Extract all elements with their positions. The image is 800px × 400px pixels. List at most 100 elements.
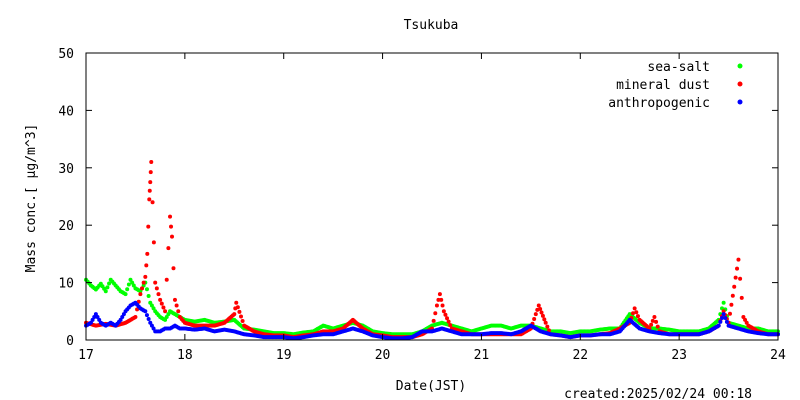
data-point (536, 303, 541, 308)
data-point (235, 305, 240, 310)
created-timestamp: created:2025/02/24 00:18 (564, 387, 752, 400)
data-point (448, 323, 453, 328)
x-tick-label: 20 (375, 348, 391, 363)
data-point (159, 301, 164, 306)
data-point (439, 297, 444, 302)
data-point (144, 313, 149, 318)
data-point (723, 315, 728, 320)
data-point (631, 311, 636, 316)
series-anthropogenic (84, 300, 780, 341)
data-point (174, 303, 179, 308)
data-point (158, 297, 163, 302)
series-mineral-dust (84, 160, 780, 340)
data-point (149, 160, 154, 165)
data-point (719, 315, 724, 320)
data-point (655, 324, 660, 329)
data-point (532, 316, 537, 321)
data-point (434, 303, 439, 308)
data-point (721, 300, 726, 305)
data-point (724, 319, 729, 324)
data-point (103, 289, 108, 294)
legend-marker (737, 99, 743, 105)
data-point (146, 224, 151, 229)
data-point (538, 307, 543, 312)
y-axis: 0 10 20 30 40 50 (58, 47, 778, 349)
x-tick-label: 17 (78, 348, 94, 363)
data-point (445, 316, 450, 321)
legend-label: mineral dust (616, 78, 710, 93)
y-tick-label: 30 (58, 162, 74, 177)
y-tick-label: 40 (58, 104, 74, 119)
data-point (431, 318, 436, 323)
data-point (545, 324, 550, 329)
data-point (144, 263, 149, 268)
data-point (138, 292, 143, 297)
data-point (240, 319, 245, 324)
data-point (635, 314, 640, 319)
data-point (147, 188, 152, 193)
legend-marker (737, 63, 743, 69)
data-point (145, 251, 150, 256)
data-point (730, 293, 735, 298)
data-point (148, 180, 153, 185)
data-point (735, 266, 740, 271)
y-tick-label: 10 (58, 277, 74, 292)
data-point (148, 170, 153, 175)
data-point (166, 246, 171, 251)
data-point (542, 317, 547, 322)
x-tick-label: 19 (276, 348, 292, 363)
data-point (733, 275, 738, 280)
data-point (126, 282, 131, 287)
data-point (153, 280, 158, 285)
data-point (650, 318, 655, 323)
data-point (649, 322, 654, 327)
data-point (716, 323, 721, 328)
x-tick-label: 21 (474, 348, 490, 363)
data-point (652, 315, 657, 320)
data-point (170, 234, 175, 239)
data-point (123, 292, 128, 297)
data-point (234, 300, 239, 305)
data-point (141, 280, 146, 285)
x-tick-label: 18 (177, 348, 193, 363)
data-point (143, 274, 148, 279)
data-point (632, 306, 637, 311)
x-axis: 17 18 19 20 21 22 23 24 (78, 53, 786, 363)
data-point (437, 292, 442, 297)
data-point (164, 277, 169, 282)
data-point (169, 224, 174, 229)
data-point (150, 200, 155, 205)
data-point (736, 257, 741, 262)
data-point (168, 214, 173, 219)
data-point (729, 302, 734, 307)
x-tick-label: 24 (770, 348, 786, 363)
data-point (539, 310, 544, 315)
data-point (107, 281, 112, 286)
data-point (441, 309, 446, 314)
data-point (133, 315, 138, 320)
data-point (239, 314, 244, 319)
data-point (634, 310, 639, 315)
data-point (146, 293, 151, 298)
data-point (540, 313, 545, 318)
data-point (172, 297, 177, 302)
x-tick-label: 23 (671, 348, 687, 363)
y-axis-label: Mass conc.[ μg/m^3] (24, 124, 39, 273)
data-point (433, 311, 438, 316)
data-point (176, 309, 181, 314)
data-point (543, 320, 548, 325)
x-tick-label: 22 (572, 348, 588, 363)
plot-frame (85, 52, 779, 341)
data-point (171, 266, 176, 271)
data-point (237, 309, 242, 314)
data-point (721, 309, 726, 314)
data-point (654, 319, 659, 324)
data-point (144, 287, 149, 292)
plot-area (84, 160, 780, 341)
x-axis-label: Date(JST) (396, 379, 466, 394)
data-point (125, 287, 130, 292)
legend: sea-salt mineral dust anthropogenic (608, 60, 743, 111)
legend-label: anthropogenic (608, 96, 710, 111)
y-tick-label: 0 (66, 334, 74, 349)
